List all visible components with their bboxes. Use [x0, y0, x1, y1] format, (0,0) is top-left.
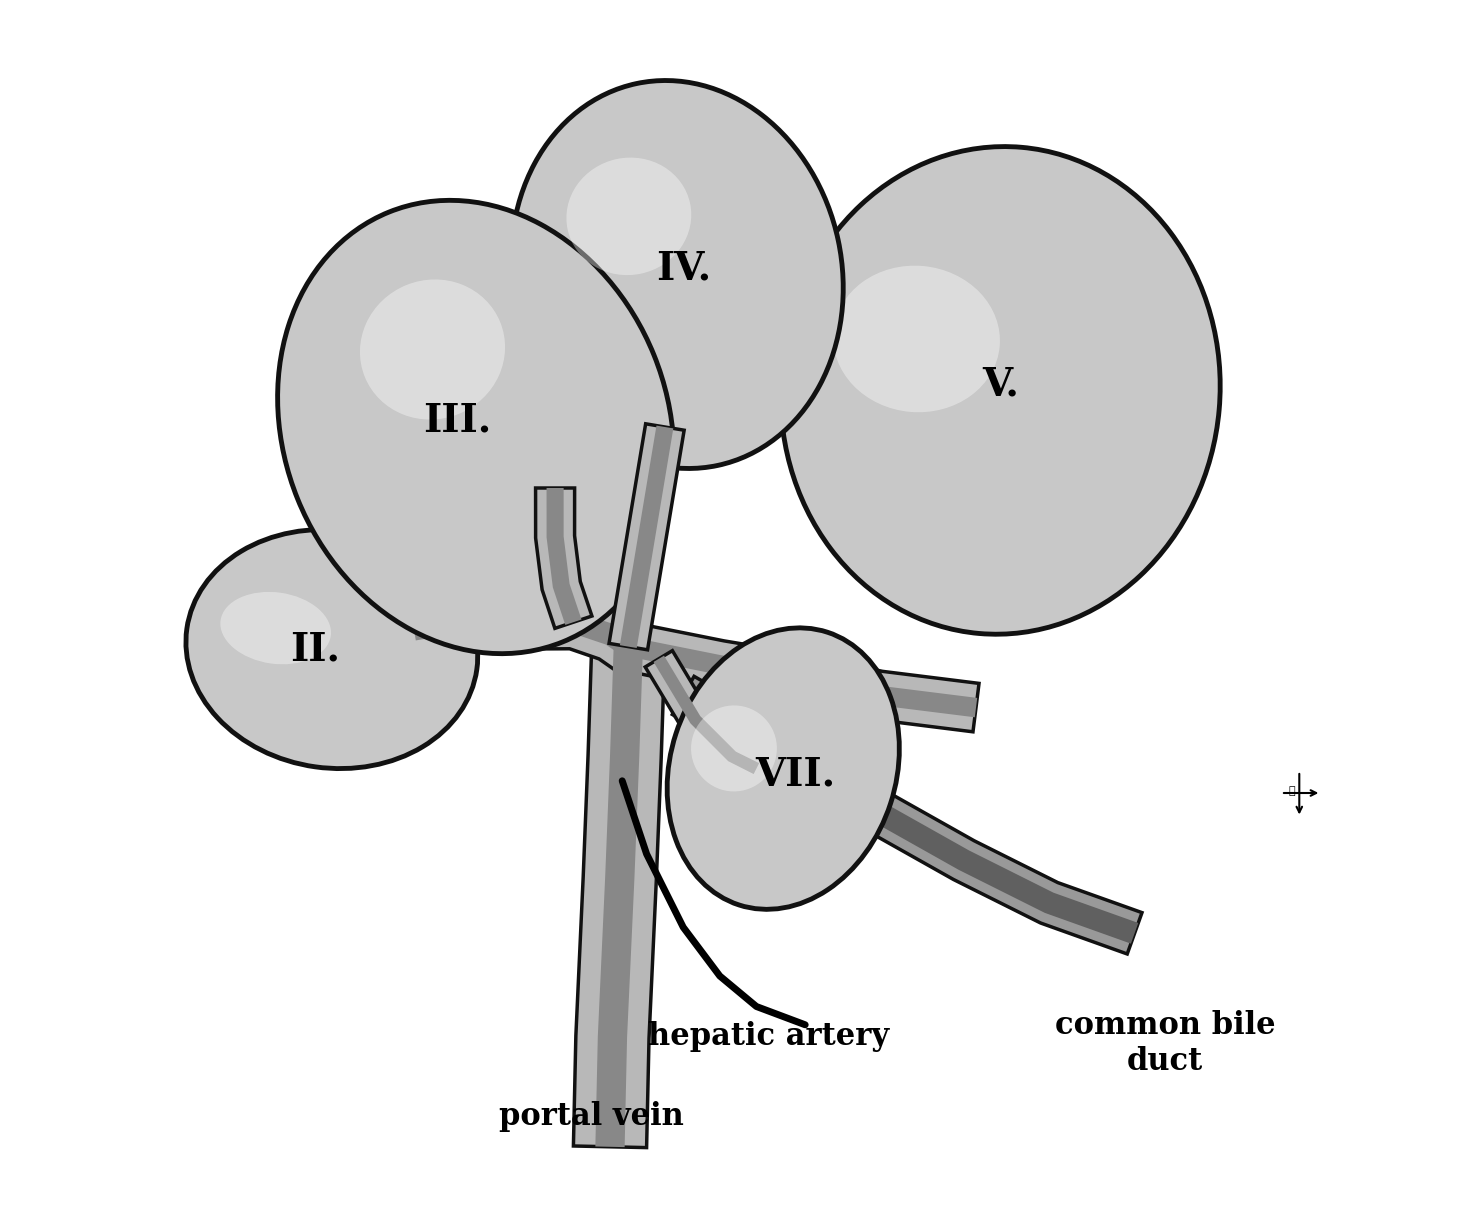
Ellipse shape [833, 266, 1000, 412]
Text: V.: V. [982, 365, 1019, 404]
Text: common bile
duct: common bile duct [1054, 1010, 1275, 1076]
Polygon shape [653, 655, 760, 773]
Ellipse shape [360, 279, 505, 420]
Ellipse shape [186, 529, 477, 769]
Text: III.: III. [423, 401, 492, 440]
Ellipse shape [567, 157, 691, 274]
Polygon shape [672, 676, 1142, 954]
Ellipse shape [221, 592, 331, 664]
Polygon shape [627, 637, 976, 717]
Ellipse shape [668, 628, 899, 909]
Polygon shape [619, 426, 673, 648]
Ellipse shape [780, 146, 1220, 634]
Ellipse shape [278, 200, 673, 654]
Text: hepatic artery: hepatic artery [649, 1021, 889, 1053]
Polygon shape [596, 647, 643, 1147]
Polygon shape [413, 606, 539, 650]
Text: portal vein: portal vein [499, 1100, 684, 1132]
Polygon shape [413, 605, 634, 655]
Polygon shape [624, 622, 979, 732]
Polygon shape [574, 645, 665, 1148]
Polygon shape [414, 616, 537, 640]
Polygon shape [536, 488, 591, 628]
Text: VII.: VII. [755, 755, 836, 794]
Ellipse shape [691, 705, 777, 792]
Ellipse shape [511, 81, 843, 468]
Polygon shape [411, 589, 643, 669]
Text: 真: 真 [1288, 786, 1296, 795]
Text: II.: II. [290, 630, 340, 669]
Polygon shape [646, 650, 764, 783]
Polygon shape [678, 686, 1139, 943]
Polygon shape [546, 488, 581, 625]
Polygon shape [609, 423, 684, 650]
Text: IV.: IV. [656, 249, 710, 288]
